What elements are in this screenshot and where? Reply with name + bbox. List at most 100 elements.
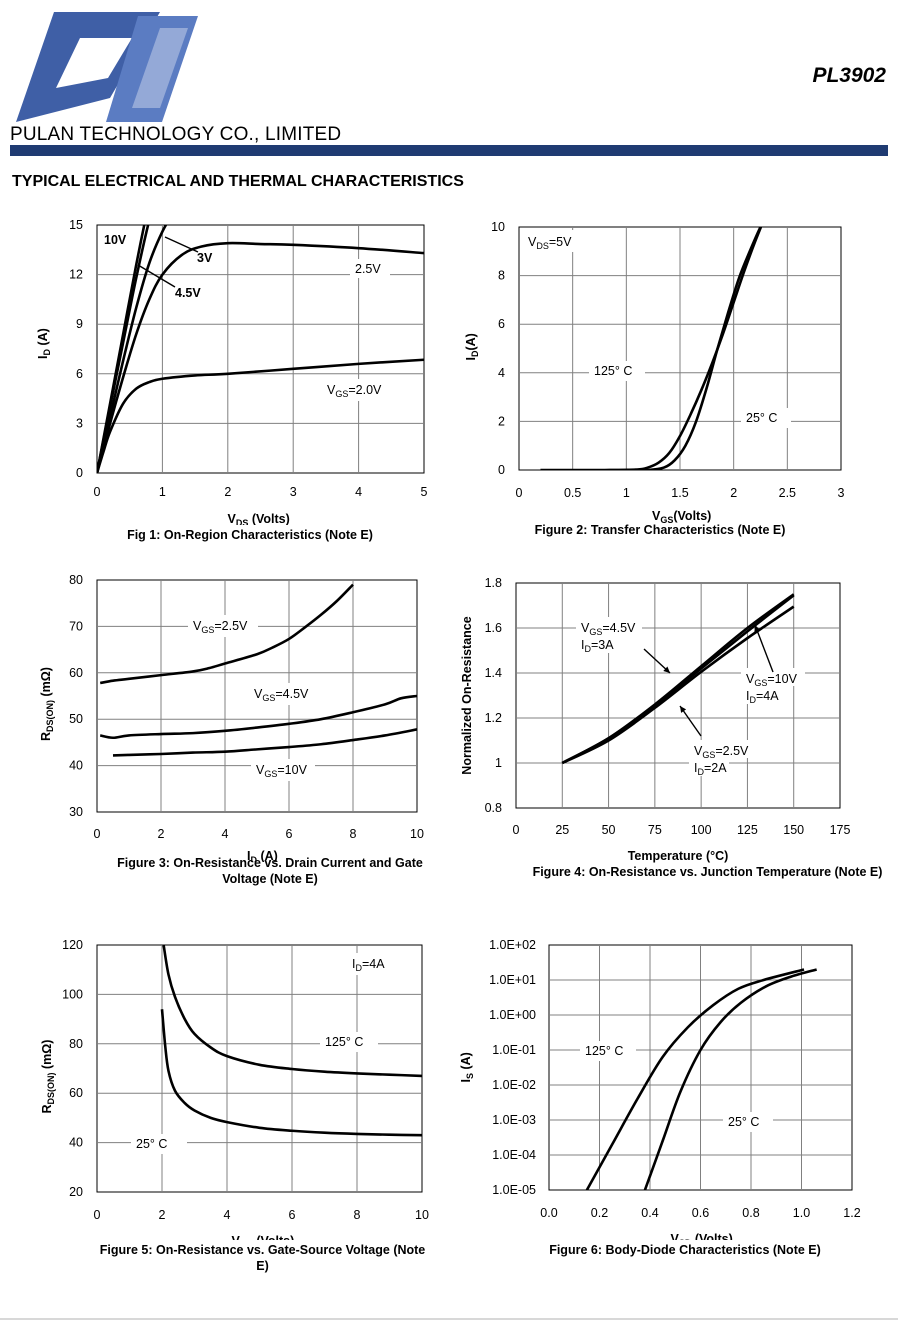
x-tick-label: 0.6 [692, 1206, 709, 1220]
y-tick-label: 0 [76, 466, 83, 480]
caption-fig3: Figure 3: On-Resistance vs. Drain Curren… [117, 856, 423, 886]
y-tick-label: 40 [69, 759, 83, 773]
y-tick-label: 10 [491, 220, 505, 234]
y-tick-label: 70 [69, 619, 83, 633]
section-title: TYPICAL ELECTRICAL AND THERMAL CHARACTER… [12, 173, 464, 190]
annotation-arrowhead [754, 625, 761, 632]
plot-frame [96, 944, 423, 1193]
annotation-label: ID=3A [581, 638, 614, 654]
chart-on-resistance-vgs: 0 2 4 6 8 10 20 40 60 80 100 120 VGS (Volts) RDS(ON) … [40, 938, 429, 1240]
y-tick-label: 1.2 [485, 711, 502, 725]
y-tick-label: 3 [76, 416, 83, 430]
x-axis-label: VSD (Volts) [671, 1232, 733, 1240]
x-axis-label: Temperature (°C) [628, 849, 729, 863]
annotation-label: 125° C [325, 1035, 363, 1049]
series-line [626, 227, 762, 470]
annotation-bg [322, 379, 392, 401]
annotation-label: 2.5V [355, 262, 381, 276]
x-tick-label: 25 [555, 823, 569, 837]
annotation-arrowhead [663, 666, 670, 673]
y-axis-label: RDS(ON) (mΩ) [39, 667, 55, 741]
y-tick-label: 80 [69, 1037, 83, 1051]
y-tick-label: 60 [69, 1086, 83, 1100]
pulan-logo [16, 12, 198, 122]
plot-frame [515, 582, 841, 809]
y-tick-label: 1.6 [485, 621, 502, 635]
series-line [97, 225, 168, 473]
x-tick-label: 175 [830, 823, 851, 837]
y-tick-label: 1.0E+02 [489, 938, 536, 952]
x-tick-label: 10 [415, 1208, 429, 1222]
caption-fig6: Figure 6: Body-Diode Characteristics (No… [549, 1243, 821, 1257]
y-tick-label: 9 [76, 317, 83, 331]
x-tick-label: 1 [623, 486, 630, 500]
x-tick-label: 50 [602, 823, 616, 837]
company-name: PULAN TECHNOLOGY CO., LIMITED [10, 124, 342, 145]
y-tick-label: 1.0E-05 [492, 1183, 536, 1197]
y-tick-label: 1.8 [485, 576, 502, 590]
x-axis-label: VDS (Volts) [228, 512, 290, 525]
caption-fig1: Fig 1: On-Region Characteristics (Note E… [127, 528, 373, 542]
annotation-bg [350, 259, 390, 278]
chart-on-resistance-temp: 0 25 50 75 100 125 150 175 0.8 1 1.2 1.4 1.6 1.8 Tempe… [460, 576, 851, 863]
annotation-label: 4.5V [175, 286, 201, 300]
chart-body-diode: 0.0 0.2 0.4 0.6 0.8 1.0 1.2 1.0E-05 1.0E-04 1.0E-… [459, 938, 861, 1240]
annotation-arrow [754, 624, 774, 673]
y-tick-label: 80 [69, 573, 83, 587]
x-tick-label: 3 [838, 486, 845, 500]
y-tick-label: 1.0E-04 [492, 1148, 536, 1162]
part-number: PL3902 [812, 64, 886, 87]
annotation-bg [723, 1112, 773, 1132]
y-tick-label: 20 [69, 1185, 83, 1199]
annotation-bg [251, 759, 315, 781]
x-tick-label: 0 [94, 827, 101, 841]
y-tick-label: 6 [498, 317, 505, 331]
header-rule [10, 145, 888, 156]
x-tick-label: 150 [783, 823, 804, 837]
annotation-label: 125° C [594, 364, 632, 378]
annotation-label: 25° C [136, 1137, 167, 1151]
y-tick-label: 50 [69, 712, 83, 726]
x-axis-label: ID (A) [247, 849, 278, 862]
caption-fig5: Figure 5: On-Resistance vs. Gate-Source … [99, 1243, 426, 1273]
annotation-bg [320, 1032, 378, 1052]
x-tick-label: 0.2 [591, 1206, 608, 1220]
x-tick-label: 1 [159, 485, 166, 499]
series-line [585, 968, 805, 1190]
y-tick-label: 0 [498, 463, 505, 477]
y-tick-label: 1.0E+00 [489, 1008, 536, 1022]
x-tick-label: 0 [516, 486, 523, 500]
annotation-bg [188, 615, 258, 637]
chart-on-resistance-id: 0 2 4 6 8 10 30 40 50 60 70 80 ID (A) RDS(ON) (mΩ) VGS… [39, 573, 424, 862]
annotation-bg [347, 953, 393, 975]
x-tick-label: 1.5 [671, 486, 688, 500]
y-tick-label: 2 [498, 414, 505, 428]
y-tick-label: 4 [498, 366, 505, 380]
annotation-bg [741, 668, 805, 686]
caption-fig4: Figure 4: On-Resistance vs. Junction Tem… [532, 865, 883, 879]
footer-rule [0, 1318, 898, 1320]
series-line [561, 593, 795, 765]
annotation-label: 25° C [746, 411, 777, 425]
series-line [160, 1009, 422, 1137]
x-tick-label: 5 [421, 485, 428, 499]
x-tick-label: 1.0 [793, 1206, 810, 1220]
x-axis-label: VGS (Volts) [232, 1234, 295, 1240]
x-tick-label: 2 [224, 485, 231, 499]
annotation-bg [249, 683, 319, 705]
annotation-bg [580, 1041, 636, 1061]
annotation-leader [137, 264, 176, 288]
annotation-label: ID=2A [694, 761, 727, 777]
y-tick-label: 6 [76, 367, 83, 381]
y-axis-label: ID(A) [464, 333, 480, 360]
annotation-label: VGS=4.5V [581, 621, 636, 637]
series-line [112, 728, 417, 757]
y-tick-label: 0.8 [485, 801, 502, 815]
series-line [99, 694, 417, 740]
y-axis-label: RDS(ON) (mΩ) [40, 1040, 56, 1114]
annotation-label: VGS=2.0V [327, 383, 382, 399]
y-tick-label: 1 [495, 756, 502, 770]
annotation-label: 10V [104, 233, 127, 247]
chart-transfer: 0 0.5 1 1.5 2 2.5 3 0 2 4 6 8 10 VGS(Volts) ID(A) VDS=5… [464, 220, 845, 524]
annotation-label: VGS=2.5V [694, 744, 749, 760]
